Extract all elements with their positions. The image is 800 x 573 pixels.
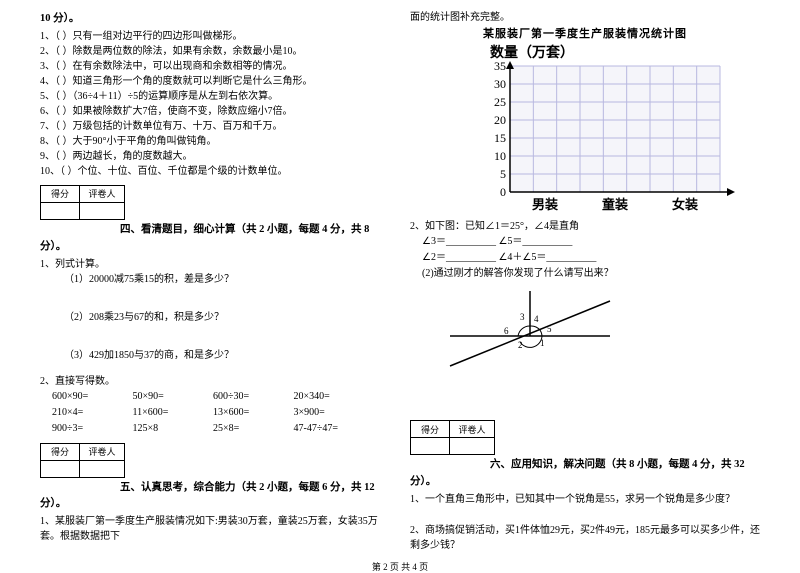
header-score: 10 分）。 xyxy=(40,10,390,29)
judge-item: 2、（ ）除数是两位数的除法，如果有余数，余数最小是10。 xyxy=(40,44,390,59)
chart-grid xyxy=(510,66,720,192)
angle-label: 5 xyxy=(547,324,552,334)
math-cell: 13×600= xyxy=(213,405,291,421)
math-cell: 11×600= xyxy=(133,405,211,421)
judge-item: 6、（ ）如果被除数扩大7倍，使商不变，除数应缩小7倍。 xyxy=(40,104,390,119)
section5-title: 五、认真思考，综合能力（共 2 小题，每题 6 分，共 12 xyxy=(120,480,390,496)
score-header: 评卷人 xyxy=(80,443,125,460)
score-header: 得分 xyxy=(41,185,80,202)
calc1-item: （3）429加1850与37的商，和是多少？ xyxy=(64,348,390,364)
judge-item: 1、（ ）只有一组对边平行的四边形叫做梯形。 xyxy=(40,29,390,44)
arrow-up-icon xyxy=(506,61,514,69)
calc2-title: 2、直接写得数。 xyxy=(40,374,390,389)
arrow-right-icon xyxy=(727,188,735,196)
angle-label: 4 xyxy=(534,314,539,324)
math-row: 210×4= 11×600= 13×600= 3×900= xyxy=(52,405,390,421)
judge-item: 3、（ ）在有余数除法中，可以出现商和余数相等的情况。 xyxy=(40,59,390,74)
judge-item: 9、（ ）两边越长，角的度数越大。 xyxy=(40,149,390,164)
q2-line: (2)通过刚才的解答你发现了什么请写出来？ xyxy=(422,266,760,282)
angle-label: 3 xyxy=(520,312,525,322)
x-label: 女装 xyxy=(672,197,698,212)
math-row: 900÷3= 125×8 25×8= 47-47÷47= xyxy=(52,421,390,437)
math-cell: 125×8 xyxy=(133,421,211,437)
math-cell: 600÷30= xyxy=(213,389,291,405)
top-line: 面的统计图补充完整。 xyxy=(410,10,760,25)
svg-text:25: 25 xyxy=(494,95,506,109)
judge-item: 8、（ ）大于90°小于平角的角叫做钝角。 xyxy=(40,134,390,149)
svg-text:30: 30 xyxy=(494,77,506,91)
chart-svg: 数量（万套） 35302520151050 男装 童装 女装 xyxy=(460,41,740,216)
math-cell: 47-47÷47= xyxy=(294,421,372,437)
bar-chart: 数量（万套） 35302520151050 男装 童装 女装 xyxy=(460,41,760,219)
judge-item: 5、（ ）（36÷4＋11）÷5的运算顺序是从左到右依次算。 xyxy=(40,89,390,104)
math-row: 600×90= 50×90= 600÷30= 20×340= xyxy=(52,389,390,405)
q5-1: 1、某服装厂第一季度生产服装情况如下:男装30万套，童装25万套，女装35万套。… xyxy=(40,514,390,544)
y-ticks: 35 30 25 20 15 10 5 0 xyxy=(494,59,506,199)
math-cell: 3×900= xyxy=(294,405,372,421)
q2-line: ∠3＝__________ ∠5＝__________ xyxy=(422,234,760,250)
section4-end: 分）。 xyxy=(40,238,390,257)
judge-list: 1、（ ）只有一组对边平行的四边形叫做梯形。 2、（ ）除数是两位数的除法，如果… xyxy=(40,29,390,179)
x-label: 男装 xyxy=(532,197,558,212)
score-table: 得分 评卷人 xyxy=(410,420,495,455)
score-table: 得分 评卷人 xyxy=(40,185,125,220)
math-cell: 600×90= xyxy=(52,389,130,405)
section6-title: 六、应用知识，解决问题（共 8 小题，每题 4 分，共 32 xyxy=(490,457,760,473)
math-cell: 25×8= xyxy=(213,421,291,437)
section6-end: 分）。 xyxy=(410,473,760,492)
section4-title: 四、看清题目，细心计算（共 2 小题，每题 4 分，共 8 xyxy=(120,222,390,238)
angle-label: 1 xyxy=(540,338,545,348)
svg-text:35: 35 xyxy=(494,59,506,73)
angle-label: 2 xyxy=(518,340,523,350)
left-column: 10 分）。 1、（ ）只有一组对边平行的四边形叫做梯形。 2、（ ）除数是两位… xyxy=(40,10,390,553)
x-label: 童装 xyxy=(602,197,628,212)
score-header: 得分 xyxy=(411,421,450,438)
svg-text:20: 20 xyxy=(494,113,506,127)
math-cell: 50×90= xyxy=(133,389,211,405)
q6-2: 2、商场搞促销活动，买1件体恤29元，买2件49元，185元最多可以买多少件，还… xyxy=(410,523,760,553)
calc1-item: （2）208乘23与67的和，积是多少？ xyxy=(64,310,390,326)
judge-item: 10、（ ）个位、十位、百位、千位都是个级的计数单位。 xyxy=(40,164,390,179)
q2-title: 2、如下图：已知∠1＝25°，∠4是直角 xyxy=(410,219,760,234)
svg-text:10: 10 xyxy=(494,149,506,163)
judge-item: 7、（ ）万级包括的计数单位有万、十万、百万和千万。 xyxy=(40,119,390,134)
chart-title: 某服装厂第一季度生产服装情况统计图 xyxy=(410,25,760,41)
score-header: 评卷人 xyxy=(80,185,125,202)
angle-label: 6 xyxy=(504,326,509,336)
section5-end: 分）。 xyxy=(40,495,390,514)
score-header: 评卷人 xyxy=(450,421,495,438)
score-table: 得分 评卷人 xyxy=(40,443,125,478)
q2-line: ∠2＝__________ ∠4＋∠5＝__________ xyxy=(422,250,760,266)
angle-diagram: 3 4 5 1 2 6 xyxy=(440,286,760,384)
page-footer: 第 2 页 共 4 页 xyxy=(0,560,800,573)
calc1-item: （1）20000减75乘15的积，差是多少？ xyxy=(64,272,390,288)
score-header: 得分 xyxy=(41,443,80,460)
judge-item: 4、（ ）知道三角形一个角的度数就可以判断它是什么三角形。 xyxy=(40,74,390,89)
math-cell: 900÷3= xyxy=(52,421,130,437)
q6-1: 1、一个直角三角形中，已知其中一个锐角是55，求另一个锐角是多少度？ xyxy=(410,492,760,507)
svg-text:15: 15 xyxy=(494,131,506,145)
math-cell: 20×340= xyxy=(294,389,372,405)
svg-text:0: 0 xyxy=(500,185,506,199)
math-cell: 210×4= xyxy=(52,405,130,421)
calc1-title: 1、列式计算。 xyxy=(40,257,390,272)
right-column: 面的统计图补充完整。 某服装厂第一季度生产服装情况统计图 数量（万套） 3530… xyxy=(410,10,760,553)
svg-text:5: 5 xyxy=(500,167,506,181)
